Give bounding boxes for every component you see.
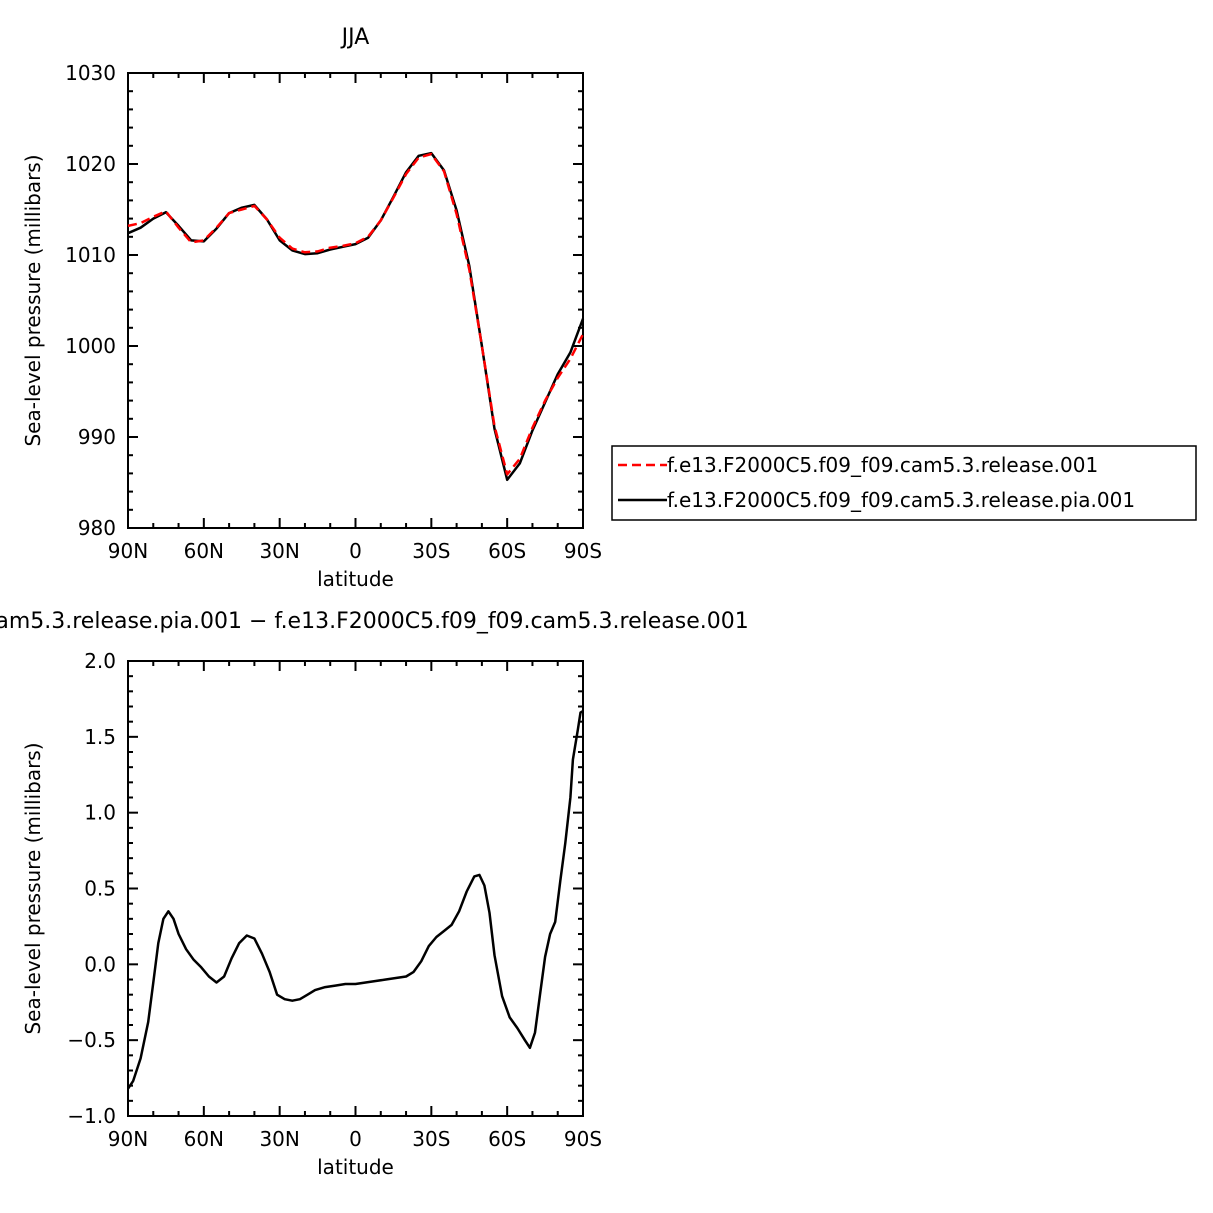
x-tick-label: 60N <box>184 1127 224 1151</box>
x-tick-label: 30S <box>412 539 450 563</box>
x-tick-label: 30N <box>259 539 299 563</box>
y-tick-label: 1.0 <box>84 801 116 825</box>
x-tick-label: 30S <box>412 1127 450 1151</box>
x-tick-label: 60S <box>488 539 526 563</box>
y-tick-label: 990 <box>78 425 116 449</box>
x-axis-title: latitude <box>317 567 394 591</box>
legend-label-0: f.e13.F2000C5.f09_f09.cam5.3.release.001 <box>667 453 1098 477</box>
y-axis-title: Sea-level pressure (millibars) <box>21 154 45 446</box>
x-tick-label: 0 <box>349 539 362 563</box>
series-line-0 <box>127 152 585 476</box>
y-tick-label: 0.5 <box>84 877 116 901</box>
series-line-0 <box>126 709 584 1090</box>
plot-frame <box>127 72 584 529</box>
series-line-1 <box>127 151 585 482</box>
bottom-panel: 9.cam5.3.release.pia.001 − f.e13.F2000C5… <box>0 609 749 1179</box>
x-tick-label: 90N <box>108 539 148 563</box>
x-tick-label: 90S <box>564 539 602 563</box>
legend-label-1: f.e13.F2000C5.f09_f09.cam5.3.release.pia… <box>667 488 1135 512</box>
x-tick-label: 90N <box>108 1127 148 1151</box>
plot-frame <box>127 660 584 1117</box>
y-tick-label: 1010 <box>65 243 116 267</box>
x-tick-label: 90S <box>564 1127 602 1151</box>
top-panel: JJA 90N 60N 30N 0 30S 60S 90S 1030 1020 1010 1000 99… <box>21 25 602 591</box>
y-axis-title: Sea-level pressure (millibars) <box>21 742 45 1034</box>
y-tick-label: −1.0 <box>67 1104 116 1128</box>
legend-box <box>611 445 1197 521</box>
y-tick-label: 1030 <box>65 61 116 85</box>
y-tick-label: 1020 <box>65 152 116 176</box>
plot-title: 9.cam5.3.release.pia.001 − f.e13.F2000C5… <box>0 609 749 634</box>
legend: f.e13.F2000C5.f09_f09.cam5.3.release.001… <box>611 445 1197 521</box>
y-tick-label: 0.0 <box>84 952 116 976</box>
y-tick-label: 1.5 <box>84 725 116 749</box>
x-tick-label: 60N <box>184 539 224 563</box>
x-tick-label: 0 <box>349 1127 362 1151</box>
y-tick-label: 1000 <box>65 334 116 358</box>
y-tick-label: 980 <box>78 516 116 540</box>
x-tick-label: 60S <box>488 1127 526 1151</box>
y-tick-label: −0.5 <box>67 1028 116 1052</box>
y-tick-label: 2.0 <box>84 649 116 673</box>
x-axis-title: latitude <box>317 1155 394 1179</box>
x-tick-label: 30N <box>259 1127 299 1151</box>
plot-title: JJA <box>340 25 370 50</box>
